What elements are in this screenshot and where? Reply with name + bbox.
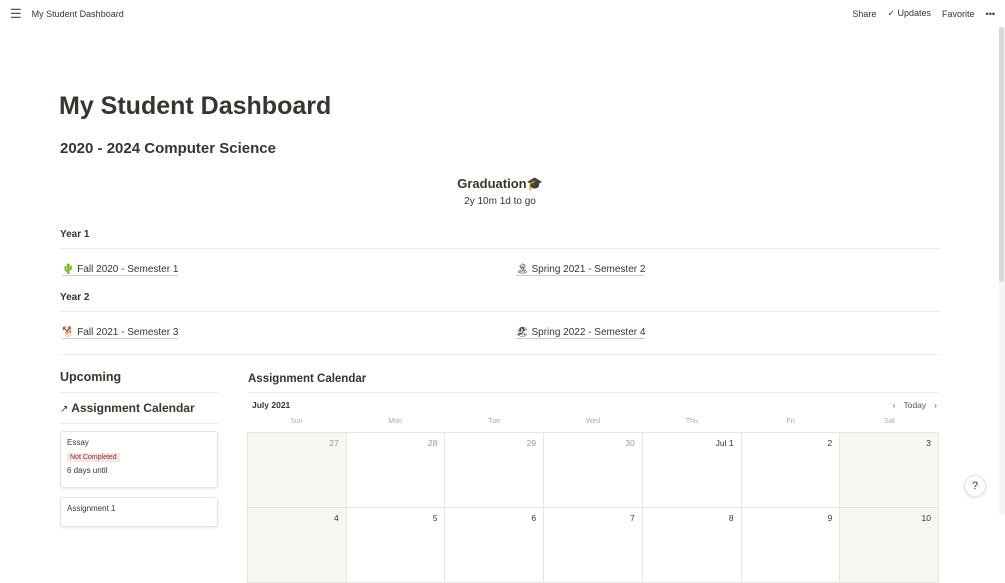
semester-label: Spring 2022 - Semester 4 — [531, 327, 646, 338]
upcoming-heading: Upcoming — [60, 370, 218, 393]
semester-link[interactable]: 🏖 Spring 2022 - Semester 4 — [516, 327, 646, 339]
calendar-day[interactable]: 6 — [445, 508, 545, 583]
weekday: Tue — [488, 418, 501, 425]
today-button[interactable]: Today — [903, 400, 927, 410]
breadcrumb-title[interactable]: My Student Dashboard — [31, 8, 124, 19]
weekday: Fri — [786, 418, 795, 425]
graduation-title: Graduation🎓 — [457, 176, 543, 191]
calendar-day[interactable]: 9 — [741, 508, 841, 583]
due-text: 6 days until — [67, 466, 108, 475]
dog-icon: 🐕 — [62, 327, 75, 338]
semester-label: Fall 2020 - Semester 1 — [77, 264, 179, 275]
semester-link[interactable]: 🌵 Fall 2020 - Semester 1 — [62, 264, 179, 276]
calendar-day[interactable]: 7 — [544, 508, 643, 583]
link-label: Assignment Calendar — [71, 401, 195, 415]
calendar-day[interactable]: 5 — [346, 508, 446, 583]
semester-label: Fall 2021 - Semester 3 — [77, 327, 179, 338]
calendar-day[interactable]: 2 — [741, 433, 841, 508]
year-heading: Year 2 — [60, 292, 940, 312]
island-icon: 🏝 — [516, 264, 529, 275]
calendar-day[interactable]: 10 — [840, 508, 939, 583]
calendar-day[interactable]: 30 — [544, 433, 643, 508]
page-subtitle: 2020 - 2024 Computer Science — [60, 140, 276, 157]
favorite-button[interactable]: Favorite — [942, 8, 975, 19]
weekday-header: Sun Mon Tue Wed Thu Fri Sat — [247, 418, 939, 425]
divider — [60, 354, 940, 355]
check-icon: ✓ — [887, 8, 898, 18]
updates-label: Updates — [897, 8, 932, 18]
calendar-day[interactable]: 3 — [840, 433, 939, 508]
share-button[interactable]: Share — [852, 8, 877, 19]
calendar-day[interactable]: 4 — [248, 508, 347, 583]
calendar-month: July 2021 — [252, 400, 291, 410]
weekday: Sat — [884, 418, 895, 425]
weekday: Wed — [585, 418, 601, 425]
assignment-card[interactable]: Essay Not Completed 6 days until — [60, 431, 218, 488]
chevron-right-icon[interactable]: › — [934, 400, 937, 410]
calendar-title: Assignment Calendar — [248, 373, 938, 393]
cactus-icon: 🌵 — [62, 264, 75, 275]
scrollbar[interactable] — [999, 27, 1005, 514]
card-title: Essay — [67, 438, 89, 447]
hamburger-icon[interactable]: ☰ — [10, 5, 22, 21]
semester-link[interactable]: 🐕 Fall 2021 - Semester 3 — [62, 327, 179, 339]
help-button[interactable]: ? — [964, 475, 986, 497]
calendar-day[interactable]: 29 — [445, 433, 545, 508]
weekday: Mon — [388, 418, 403, 425]
weekday: Sun — [290, 418, 303, 425]
year-heading: Year 1 — [60, 229, 940, 249]
calendar-nav: ‹ Today › — [893, 400, 937, 410]
topbar: ☰ My Student Dashboard Share ✓ Updates F… — [0, 0, 1005, 27]
more-icon[interactable]: ••• — [985, 8, 995, 19]
assignment-calendar-link[interactable]: ↗ Assignment Calendar — [60, 401, 218, 424]
assignment-card[interactable]: Assignment 1 — [60, 497, 218, 527]
calendar-grid: 27 28 29 30 Jul 1 2 3 4 5 6 7 8 9 10 — [247, 432, 939, 583]
weekday: Thu — [685, 418, 698, 425]
calendar-day[interactable]: 8 — [642, 508, 742, 583]
calendar-day[interactable]: 27 — [248, 433, 347, 508]
beach-icon: 🏖 — [516, 327, 529, 338]
arrow-link-icon: ↗ — [60, 404, 69, 415]
graduation-countdown: Graduation🎓 2y 10m 1d to go — [0, 176, 1000, 207]
page-title: My Student Dashboard — [59, 92, 332, 120]
status-badge: Not Completed — [67, 453, 120, 462]
countdown-text: 2y 10m 1d to go — [464, 196, 536, 207]
updates-button[interactable]: ✓ Updates — [887, 8, 931, 19]
chevron-left-icon[interactable]: ‹ — [892, 400, 896, 410]
semester-link[interactable]: 🏝 Spring 2021 - Semester 2 — [516, 264, 646, 276]
calendar-day[interactable]: Jul 1 — [642, 433, 742, 508]
semester-label: Spring 2021 - Semester 2 — [531, 264, 646, 275]
card-title: Assignment 1 — [67, 504, 116, 513]
calendar-day[interactable]: 28 — [346, 433, 446, 508]
